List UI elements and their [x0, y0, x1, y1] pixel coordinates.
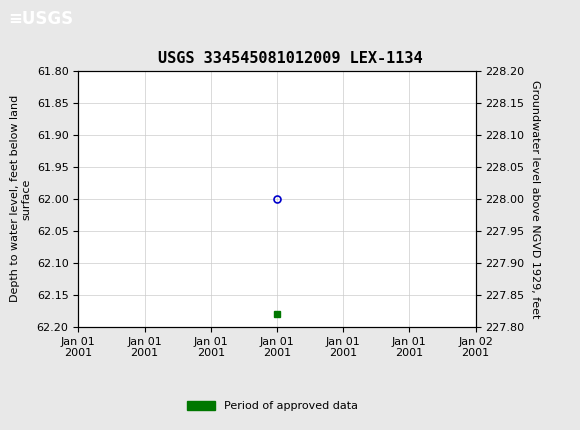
Text: USGS 334545081012009 LEX-1134: USGS 334545081012009 LEX-1134: [158, 51, 422, 65]
Text: ≡USGS: ≡USGS: [9, 10, 74, 28]
Y-axis label: Groundwater level above NGVD 1929, feet: Groundwater level above NGVD 1929, feet: [530, 80, 540, 318]
Legend: Period of approved data: Period of approved data: [183, 397, 362, 416]
Y-axis label: Depth to water level, feet below land
surface: Depth to water level, feet below land su…: [9, 95, 31, 302]
